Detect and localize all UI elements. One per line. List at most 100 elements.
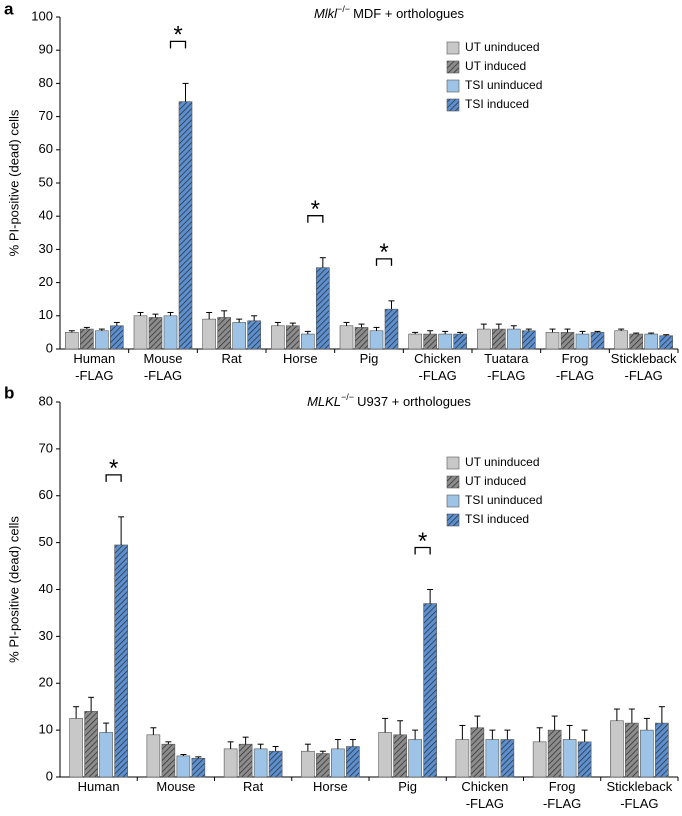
bar — [384, 308, 399, 350]
bar — [640, 729, 654, 778]
error-bar — [88, 696, 95, 712]
x-tick-label-line: Chicken — [461, 779, 508, 794]
bar — [492, 328, 506, 350]
bar — [408, 739, 422, 778]
legend-label: TSI induced — [465, 97, 529, 111]
error-bar — [536, 727, 543, 742]
error-bar — [373, 326, 380, 331]
y-tick-label: 20 — [39, 274, 53, 289]
x-tick-label: Stickleback -FLAG — [607, 779, 673, 811]
x-tick-label-line: -FLAG — [466, 796, 504, 811]
error-bar — [343, 321, 350, 326]
error-bar — [510, 325, 517, 330]
bar — [346, 746, 360, 778]
bar — [423, 333, 437, 350]
x-tick-label: Chicken -FLAG — [461, 779, 508, 811]
significance-bracket — [169, 40, 187, 49]
error-bar — [551, 715, 558, 731]
error-bar — [319, 750, 326, 754]
x-tick-label: Horse — [283, 351, 318, 366]
title-gene: Mlkl — [314, 6, 338, 21]
error-bar — [358, 323, 365, 328]
y-tick-label: 70 — [39, 440, 53, 455]
bar — [95, 330, 109, 350]
y-tick-label: 40 — [39, 208, 53, 223]
error-bar — [480, 323, 487, 330]
x-tick-label: Frog -FLAG — [543, 779, 581, 811]
bar — [369, 330, 384, 350]
bar — [247, 320, 261, 350]
x-tick-label: Pig — [398, 779, 417, 794]
error-bar — [251, 315, 258, 321]
panel-label: a — [4, 0, 14, 18]
bar — [590, 332, 605, 350]
bar — [163, 315, 178, 350]
bar — [575, 333, 590, 350]
bar — [110, 325, 124, 350]
y-tick-label: 0 — [46, 340, 53, 355]
chart-title: MLKL−/− U937 + orthologues — [307, 392, 471, 409]
significance-bracket — [414, 546, 431, 555]
x-tick-label-line: Tuatara — [484, 351, 529, 366]
bar — [178, 101, 193, 350]
x-tick-label: Stickleback -FLAG — [611, 351, 677, 383]
error-bar — [227, 741, 234, 749]
bar — [354, 327, 369, 350]
error-bar — [663, 334, 670, 336]
error-bar — [118, 516, 125, 545]
bar — [84, 711, 98, 778]
bar — [331, 748, 345, 778]
legend-label: UT induced — [465, 59, 526, 73]
error-bar — [150, 727, 157, 735]
bar — [547, 729, 562, 778]
x-tick-label-line: Pig — [398, 779, 417, 794]
error-bar — [459, 724, 466, 740]
error-bar — [504, 729, 511, 740]
x-tick-label-line: Stickleback — [607, 779, 673, 794]
error-bar — [579, 330, 586, 335]
error-bar — [304, 330, 311, 335]
x-tick-label-line: -FLAG — [625, 368, 663, 383]
bar — [202, 318, 216, 350]
bar — [114, 544, 128, 778]
error-bar — [633, 332, 640, 335]
error-bar — [613, 708, 620, 721]
bar — [378, 732, 392, 778]
bar — [614, 330, 628, 350]
bar — [453, 333, 467, 350]
bar — [393, 734, 407, 778]
error-bar — [549, 328, 556, 333]
bar — [629, 333, 643, 350]
x-tick-label-line: Horse — [283, 351, 318, 366]
bar — [133, 315, 148, 350]
bar — [148, 317, 163, 350]
y-tick-label: 60 — [39, 141, 53, 156]
error-bar — [489, 729, 496, 740]
x-tick-label-line: Stickleback — [611, 351, 677, 366]
bar — [655, 722, 669, 778]
bar — [560, 332, 575, 350]
x-tick-label: Rat — [222, 351, 243, 366]
significance-star: * — [109, 455, 118, 482]
x-tick-label-line: Human — [78, 779, 120, 794]
legend-label: TSI induced — [465, 512, 529, 526]
bar — [238, 743, 253, 778]
bar — [485, 739, 500, 778]
error-bar — [457, 331, 464, 335]
bar — [65, 332, 79, 350]
x-tick-label-line: -FLAG — [543, 796, 581, 811]
bar — [268, 750, 283, 778]
chart-title: Mlkl−/− MDF + orthologues — [314, 4, 465, 21]
bar — [223, 748, 238, 778]
error-bar — [236, 318, 243, 323]
y-tick-label: 0 — [46, 768, 53, 783]
x-tick-label: Human -FLAG — [73, 351, 115, 383]
bar — [99, 732, 113, 778]
y-tick-label: 100 — [31, 8, 53, 23]
title-rest: U937 + orthologues — [357, 394, 471, 409]
bar — [438, 333, 452, 350]
significance-bracket — [105, 474, 122, 482]
bar — [161, 743, 176, 778]
error-bar — [525, 328, 532, 331]
